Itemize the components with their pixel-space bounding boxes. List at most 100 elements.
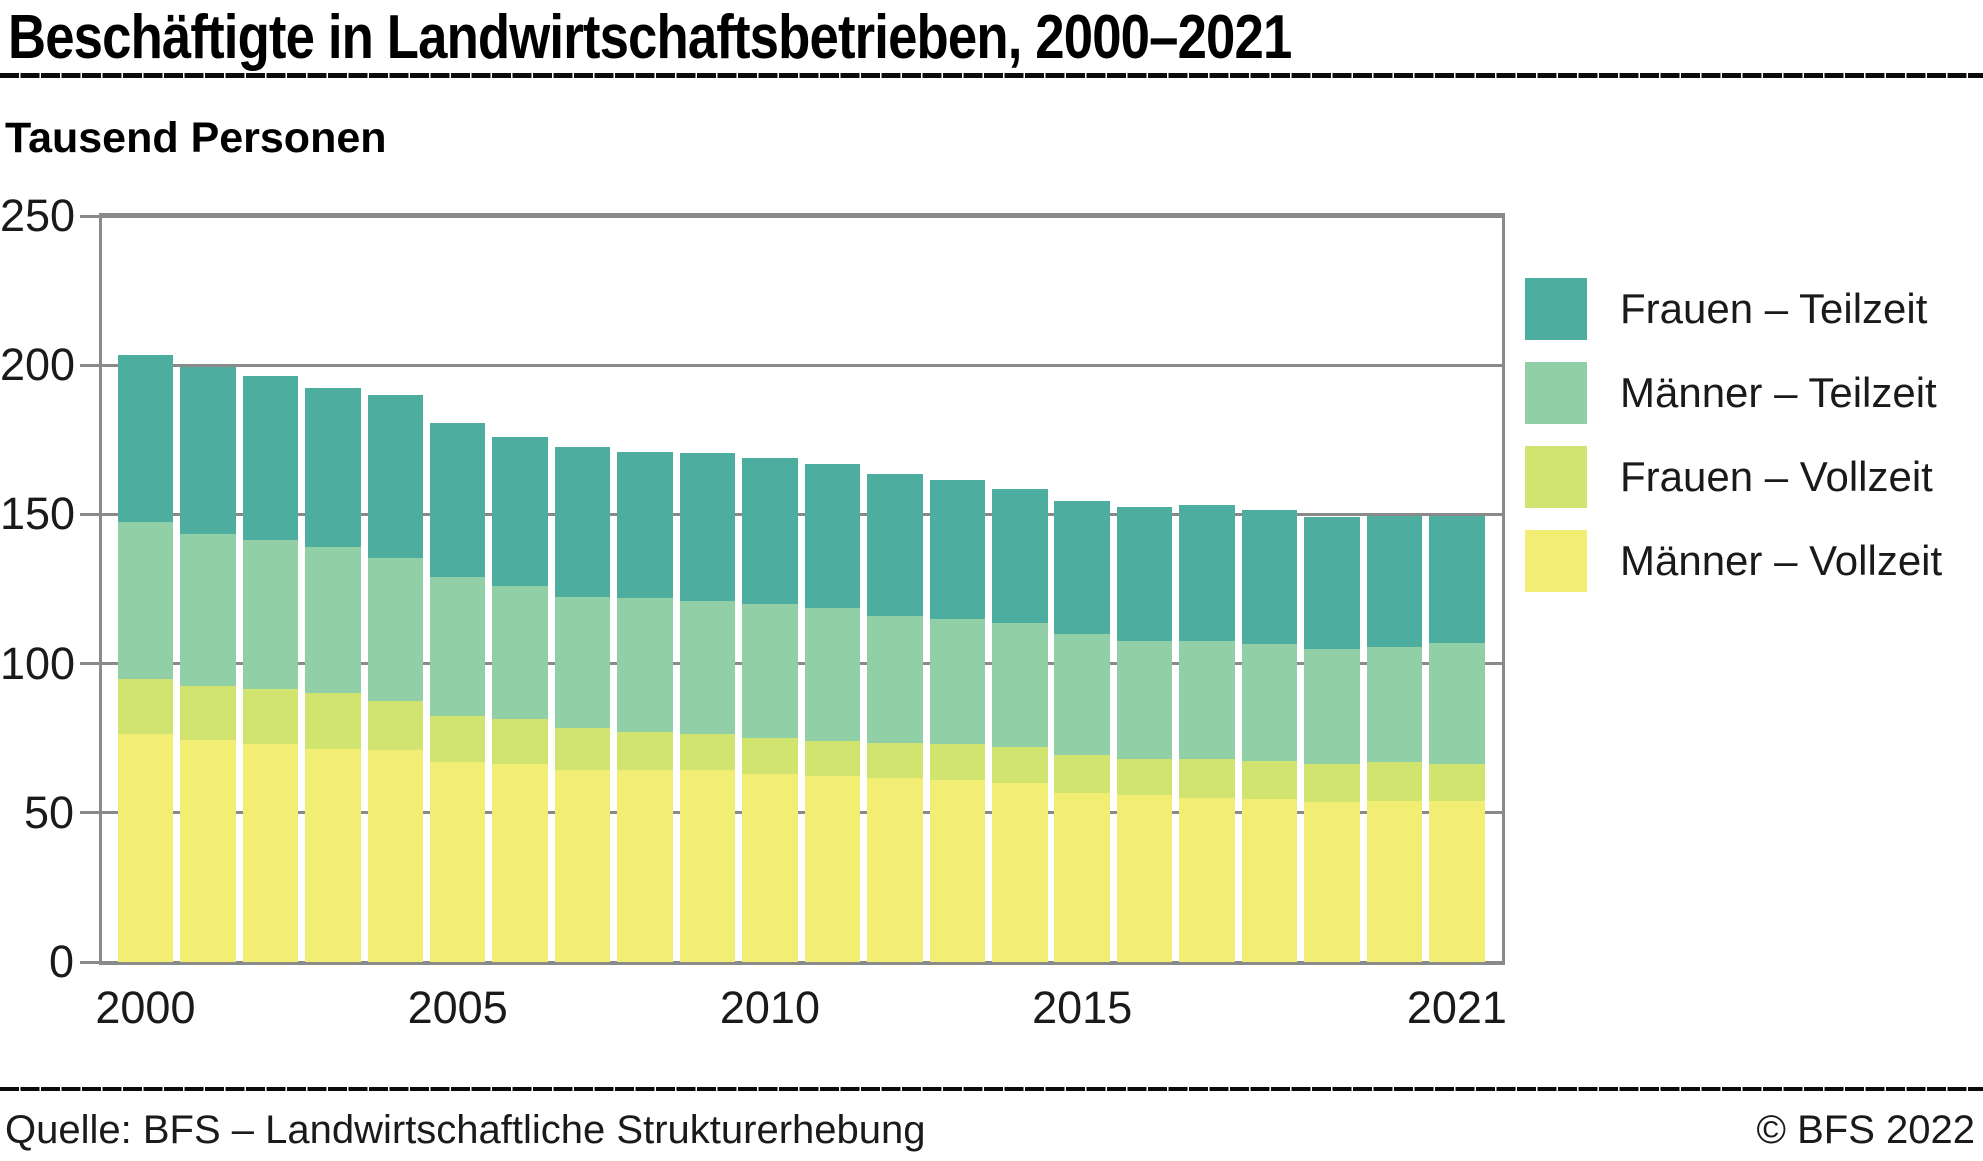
y-axis-tick-label: 50: [23, 786, 74, 838]
bar-segment: [1429, 763, 1485, 801]
bar-segment: [1304, 648, 1360, 764]
bar-segment: [1241, 509, 1298, 645]
bar-segment: [617, 451, 673, 598]
bar-2007: [554, 447, 611, 962]
legend-item-maenner-teilzeit: Männer – Teilzeit: [1525, 362, 1937, 424]
bar-segment: [554, 596, 611, 728]
bar-segment: [492, 436, 548, 587]
bar-segment: [1429, 642, 1485, 764]
legend-item-frauen-vollzeit: Frauen – Vollzeit: [1525, 446, 1933, 508]
y-axis-tick-label: 100: [0, 637, 76, 689]
bar-segment: [1116, 506, 1173, 642]
bar-2006: [492, 436, 548, 962]
bar-segment: [867, 474, 923, 616]
legend-swatch-frauen-teilzeit: [1525, 278, 1587, 340]
gridline-y-150: [102, 512, 1502, 516]
gridline-y-0: [102, 960, 1502, 964]
bar-segment: [929, 744, 986, 780]
bar-segment: [804, 775, 861, 962]
x-axis-tick-label: 2010: [719, 982, 820, 1033]
bar-segment: [679, 733, 736, 770]
bar-segment: [1366, 800, 1423, 962]
y-axis-tick: [80, 214, 102, 218]
source-note: Quelle: BFS – Landwirtschaftliche Strukt…: [5, 1108, 926, 1152]
footer-divider-rule: [0, 1087, 1983, 1091]
legend-label: Frauen – Teilzeit: [1620, 285, 1928, 332]
bar-2009: [679, 453, 736, 962]
bar-segment: [492, 718, 548, 764]
bar-segment: [1054, 754, 1110, 794]
bar-segment: [367, 750, 423, 962]
bar-segment: [679, 769, 736, 962]
bar-segment: [367, 700, 423, 751]
bar-2014: [992, 489, 1048, 962]
bar-segment: [742, 774, 798, 962]
bar-segment: [1116, 794, 1173, 962]
bar-segment: [679, 453, 736, 601]
bar-segment: [929, 779, 986, 962]
bar-segment: [492, 763, 548, 962]
bar-segment: [1054, 793, 1110, 962]
legend-item-maenner-vollzeit: Männer – Vollzeit: [1525, 530, 1942, 592]
bar-segment: [429, 423, 486, 578]
legend-swatch-maenner-vollzeit: [1525, 530, 1587, 592]
bar-segment: [305, 693, 361, 749]
bar-2018: [1241, 509, 1298, 962]
bar-segment: [1304, 517, 1360, 649]
legend-swatch-frauen-vollzeit: [1525, 446, 1587, 508]
bar-segment: [180, 686, 236, 740]
bar-segment: [180, 366, 236, 534]
unit-subtitle: Tausend Personen: [5, 114, 387, 162]
x-axis-tick-label: 2015: [1032, 982, 1133, 1033]
x-axis-tick-label: 2021: [1406, 982, 1507, 1033]
bar-segment: [679, 600, 736, 734]
y-axis-tick: [80, 662, 102, 666]
bar-segment: [867, 778, 923, 962]
bar-segment: [617, 769, 673, 962]
bar-segment: [1366, 515, 1423, 648]
bar-segment: [1179, 797, 1235, 962]
bar-segment: [804, 608, 861, 742]
bar-segment: [367, 557, 423, 701]
bar-segment: [804, 741, 861, 776]
y-axis-tick: [80, 512, 102, 516]
bar-segment: [492, 586, 548, 719]
gridline-y-200: [102, 363, 1502, 367]
bar-segment: [429, 762, 486, 962]
bar-2011: [804, 463, 861, 962]
bar-segment: [742, 603, 798, 739]
bar-2012: [867, 474, 923, 962]
bar-segment: [617, 597, 673, 733]
bar-segment: [1241, 799, 1298, 962]
bar-segment: [1304, 763, 1360, 803]
bar-2016: [1116, 506, 1173, 962]
y-axis-tick-label: 0: [48, 936, 74, 987]
gridline-y-50: [102, 811, 1502, 815]
bar-segment: [1429, 800, 1485, 962]
bar-segment: [1366, 762, 1423, 801]
copyright-note: © BFS 2022: [1756, 1108, 1975, 1152]
bar-2001: [180, 366, 236, 962]
x-axis-tick-label: 2000: [95, 982, 196, 1033]
bar-2003: [305, 387, 361, 962]
legend-item-frauen-teilzeit: Frauen – Teilzeit: [1525, 278, 1927, 340]
bar-segment: [1241, 644, 1298, 761]
bar-segment: [305, 547, 361, 694]
x-axis-tick-label: 2005: [407, 982, 508, 1033]
bar-segment: [117, 354, 174, 522]
bar-segment: [1304, 802, 1360, 962]
bar-segment: [1179, 641, 1235, 760]
bar-2013: [929, 480, 986, 962]
bar-segment: [242, 375, 299, 540]
bar-segment: [1116, 759, 1173, 795]
bar-segment: [242, 744, 299, 962]
y-axis-tick-label: 200: [0, 339, 76, 391]
bar-segment: [1116, 641, 1173, 760]
bar-segment: [867, 615, 923, 743]
legend-label: Männer – Teilzeit: [1620, 369, 1937, 416]
bar-segment: [929, 618, 986, 745]
page-title: Beschäftigte in Landwirtschaftsbetrieben…: [8, 3, 1292, 72]
bar-segment: [1241, 760, 1298, 800]
bar-segment: [804, 463, 861, 609]
bar-2021: [1429, 515, 1485, 962]
